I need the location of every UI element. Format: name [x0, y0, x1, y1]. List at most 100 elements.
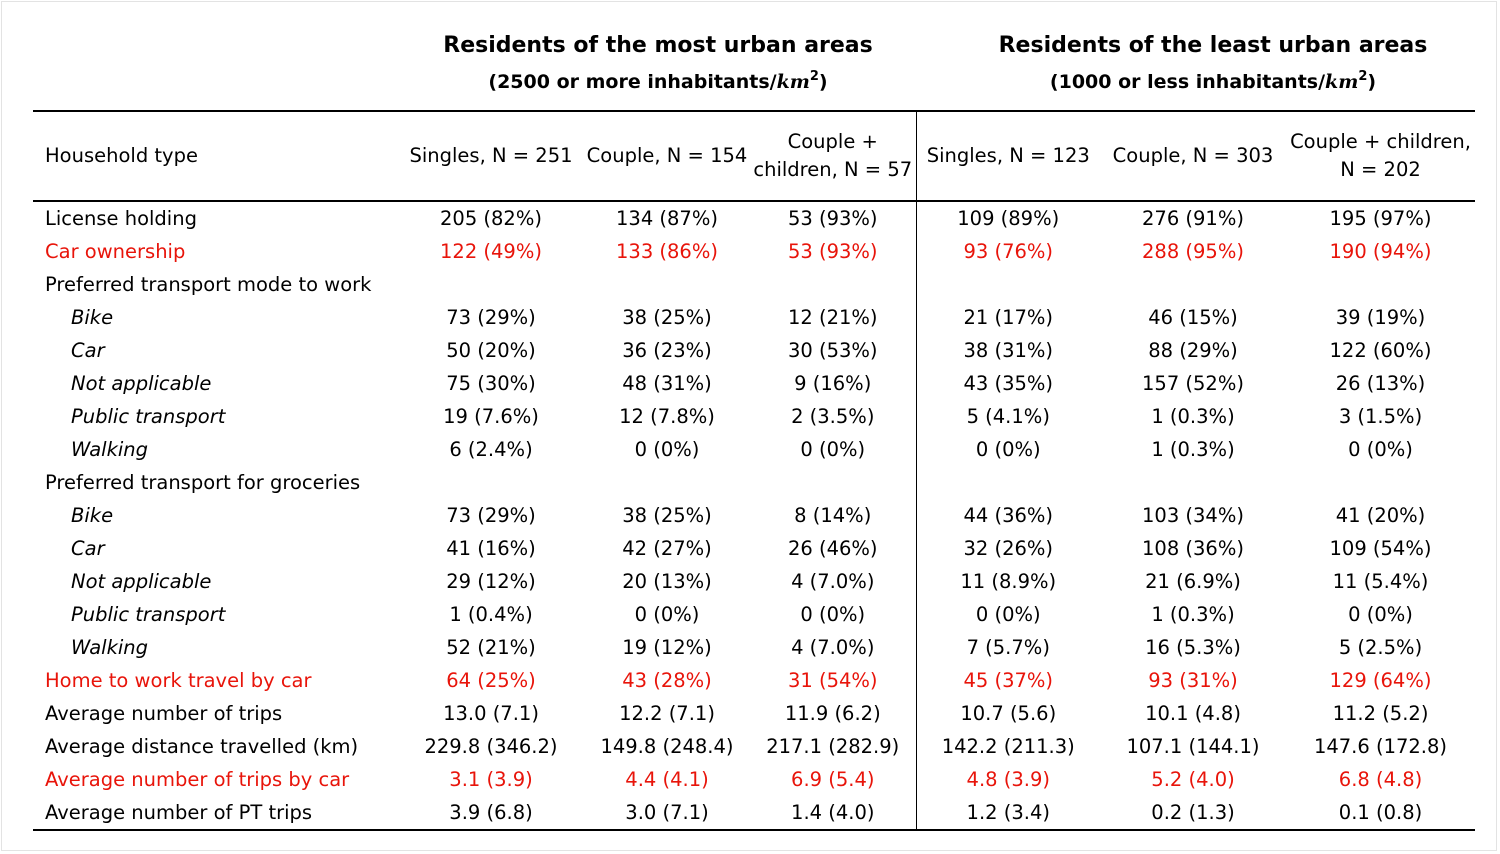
- table-cell: 195 (97%): [1329, 207, 1432, 230]
- table-cell: 217.1 (282.9): [750, 730, 917, 763]
- table-cell: 134 (87%): [616, 207, 718, 230]
- table-cell: 12.2 (7.1): [619, 702, 715, 725]
- header-row: Household type Singles, N = 251 Couple, …: [33, 111, 1475, 201]
- table-cell: 109 (89%): [957, 207, 1060, 230]
- table-cell: 43 (28%): [622, 669, 712, 692]
- table-cell: 1 (0.3%): [1151, 405, 1235, 428]
- table-cell: 21 (6.9%): [1145, 570, 1241, 593]
- table-cell: 48 (31%): [622, 372, 712, 395]
- table-row: Car ownership 122 (49%) 133 (86%) 53 (93%) 9…: [33, 235, 1475, 268]
- table-cell: [1286, 268, 1475, 301]
- row-label: Walking: [71, 438, 149, 461]
- table-cell: 122 (49%): [440, 240, 542, 263]
- row-label: Not applicable: [71, 372, 212, 395]
- table-row: Average distance travelled (km) 229.8 (34…: [33, 730, 1475, 763]
- table-cell: 11 (8.9%): [960, 570, 1057, 593]
- table-cell: 3.0 (7.1): [625, 801, 709, 824]
- table-cell: [1286, 466, 1475, 499]
- column-header: Couple, N = 303: [1112, 144, 1274, 167]
- table-cell: 6.9 (5.4): [750, 763, 917, 796]
- table-cell: [1100, 466, 1286, 499]
- row-label: Bike: [71, 504, 114, 527]
- column-header-household-type: Household type: [45, 144, 198, 167]
- row-label: Car: [71, 537, 105, 560]
- row-label: Bike: [71, 306, 114, 329]
- row-label: Not applicable: [71, 570, 212, 593]
- table-cell: 103 (34%): [1142, 504, 1244, 527]
- table-cell: 0 (0%): [634, 603, 700, 626]
- table-cell: [916, 268, 1100, 301]
- table-cell: 42 (27%): [622, 537, 712, 560]
- table-cell: 109 (54%): [1329, 537, 1432, 560]
- table-cell: 93 (31%): [1148, 669, 1238, 692]
- table-row: Average number of trips by car 3.1 (3.9) 4…: [33, 763, 1475, 796]
- group-density: (1000 or less inhabitants/km2): [1049, 69, 1377, 93]
- table-row: Not applicable 75 (30%) 48 (31%) 9 (16%) 43 …: [33, 367, 1475, 400]
- table-cell: 4.4 (4.1): [625, 768, 709, 791]
- table-cell: 73 (29%): [446, 504, 536, 527]
- table-cell: 19 (7.6%): [443, 405, 539, 428]
- table-cell: 9 (16%): [750, 367, 917, 400]
- column-header: Couple, N = 154: [586, 144, 748, 167]
- table-cell: 5 (2.5%): [1338, 636, 1423, 659]
- table-row: Average number of PT trips 3.9 (6.8) 3.0 (…: [33, 796, 1475, 830]
- group-heading: Residents of the least urban areas: [998, 33, 1428, 58]
- table-cell: 288 (95%): [1142, 240, 1244, 263]
- table-cell: 3.1 (3.9): [449, 768, 533, 791]
- table-cell: 20 (13%): [622, 570, 712, 593]
- table-cell: [916, 466, 1100, 499]
- row-label: Average number of PT trips: [45, 801, 313, 824]
- table-cell: [398, 466, 584, 499]
- table-cell: 44 (36%): [963, 504, 1054, 527]
- table-row: Preferred transport mode to work: [33, 268, 1475, 301]
- table-cell: 32 (26%): [963, 537, 1054, 560]
- row-label: License holding: [45, 207, 197, 230]
- table-cell: 205 (82%): [440, 207, 542, 230]
- table-cell: 38 (25%): [622, 306, 712, 329]
- row-label: Car ownership: [45, 240, 186, 263]
- table-row: Walking 6 (2.4%) 0 (0%) 0 (0%) 0 (0%) 1 (0.3%…: [33, 433, 1475, 466]
- table-row: Car 50 (20%) 36 (23%) 30 (53%) 38 (31%) 88 (2…: [33, 334, 1475, 367]
- column-header: Couple + children, N = 57: [750, 111, 917, 201]
- table-cell: 73 (29%): [446, 306, 536, 329]
- table-cell: 1 (0.3%): [1151, 438, 1235, 461]
- table-cell: 5.2 (4.0): [1151, 768, 1235, 791]
- row-label: Average distance travelled (km): [45, 735, 359, 758]
- row-label: Walking: [71, 636, 149, 659]
- table-cell: 12 (7.8%): [619, 405, 715, 428]
- group-title-least-urban: Residents of the least urban areas (1000…: [952, 30, 1474, 97]
- table-cell: 26 (46%): [750, 532, 917, 565]
- table-cell: 19 (12%): [622, 636, 712, 659]
- row-label: Preferred transport mode to work: [45, 273, 372, 296]
- table-cell: 10.7 (5.6): [960, 702, 1057, 725]
- row-label: Public transport: [71, 603, 226, 626]
- table-cell: 108 (36%): [1142, 537, 1244, 560]
- column-header: Singles, N = 123: [926, 144, 1090, 167]
- table-cell: 0 (0%): [750, 433, 917, 466]
- table-cell: 229.8 (346.2): [424, 735, 558, 758]
- table-body: License holding 205 (82%) 134 (87%) 53 (93%…: [33, 201, 1475, 830]
- table-cell: 64 (25%): [446, 669, 536, 692]
- table-cell: 31 (54%): [750, 664, 917, 697]
- table-cell: 1.2 (3.4): [966, 801, 1050, 824]
- table-cell: 0 (0%): [634, 438, 700, 461]
- table-cell: 38 (25%): [622, 504, 712, 527]
- table-cell: 53 (93%): [750, 235, 917, 268]
- table-cell: 16 (5.3%): [1145, 636, 1241, 659]
- table-cell: 52 (21%): [446, 636, 536, 659]
- table-cell: 13.0 (7.1): [443, 702, 539, 725]
- table-cell: 8 (14%): [750, 499, 917, 532]
- table-cell: 45 (37%): [963, 669, 1054, 692]
- row-label: Preferred transport for groceries: [45, 471, 361, 494]
- table-cell: 41 (20%): [1335, 504, 1426, 527]
- table-cell: 12 (21%): [750, 301, 917, 334]
- table-cell: 93 (76%): [963, 240, 1054, 263]
- table-cell: 75 (30%): [446, 372, 536, 395]
- table-cell: 43 (35%): [963, 372, 1054, 395]
- table-row: Home to work travel by car 64 (25%) 43 (28…: [33, 664, 1475, 697]
- table-cell: 0 (0%): [750, 598, 917, 631]
- table-cell: 0 (0%): [975, 438, 1041, 461]
- table-cell: 4 (7.0%): [750, 631, 917, 664]
- column-header: Couple + children, N = 202: [1290, 130, 1471, 181]
